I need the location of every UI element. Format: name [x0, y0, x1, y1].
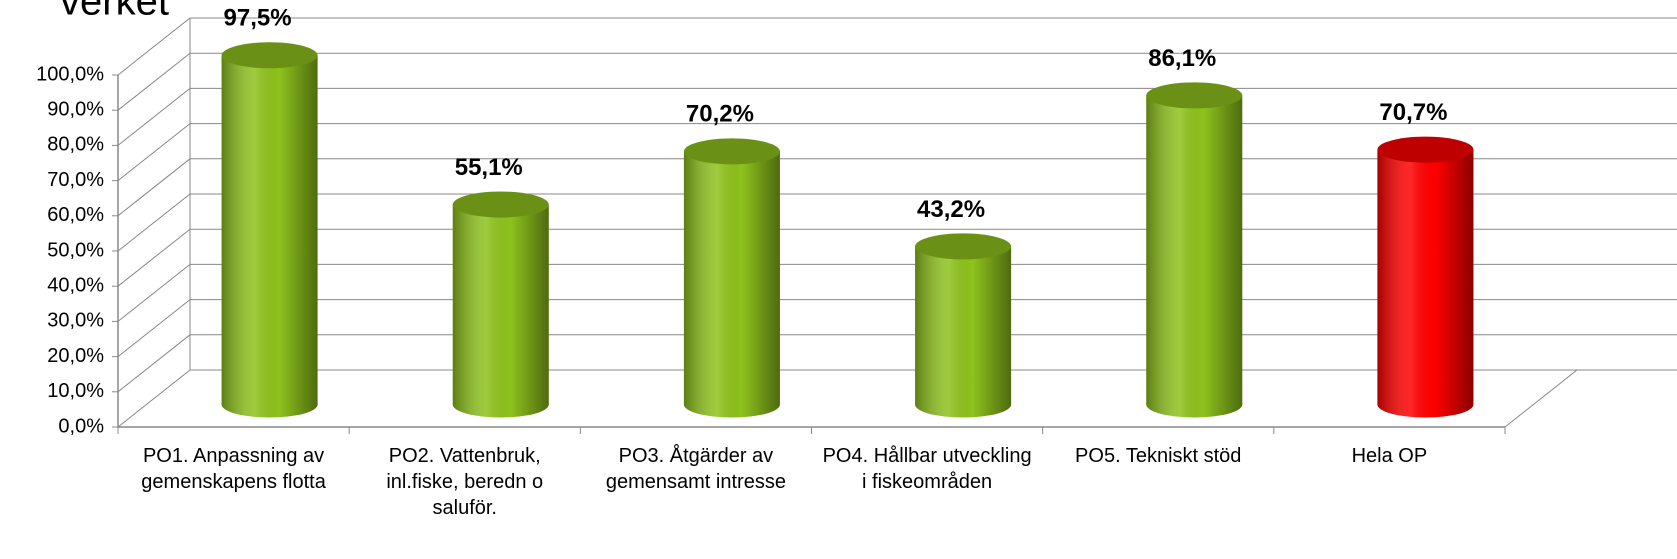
bar-top: [1146, 82, 1243, 109]
bar-body-shade: [915, 246, 1012, 405]
value-label: 86,1%: [1148, 45, 1216, 72]
bar-body-shade: [1377, 149, 1474, 405]
x-tick-label: Hela OP: [1351, 445, 1428, 467]
y-tick-label: 30,0%: [47, 310, 104, 332]
value-label: 97,5%: [224, 5, 292, 32]
bar-top-shade: [452, 191, 549, 218]
value-label: 55,1%: [455, 154, 523, 181]
bar: [452, 191, 549, 418]
bar-body-shade: [221, 55, 318, 405]
grid-line: [117, 52, 1677, 111]
y-tick-label: 50,0%: [47, 239, 104, 261]
y-tick-label: 20,0%: [47, 345, 104, 367]
x-tick-label: PO2. Vattenbruk, inl.fiske, beredn o sal…: [386, 445, 544, 519]
value-label: 43,2%: [917, 196, 985, 223]
bar: [1377, 136, 1474, 418]
y-tick-label: 10,0%: [47, 380, 104, 402]
bar-top-shade: [915, 233, 1012, 260]
bar-top-shade: [1146, 82, 1243, 109]
value-label: 70,7%: [1379, 99, 1447, 126]
x-tick-label: PO5. Tekniskt stöd: [1075, 445, 1242, 467]
floor-edge: [1504, 369, 1578, 428]
y-tick-label: 100,0%: [36, 63, 104, 85]
y-tick-label: 90,0%: [47, 98, 104, 120]
chart-title: verket: [60, 0, 169, 24]
bar-body-shade: [1146, 95, 1243, 405]
y-tick-label: 40,0%: [47, 274, 104, 296]
x-tick-label: PO4. Hållbar utveckling i fiskeområden: [822, 445, 1032, 493]
value-label: 70,2%: [686, 101, 754, 128]
y-tick-label: 80,0%: [47, 134, 104, 156]
y-tick-label: 60,0%: [47, 204, 104, 226]
grid-line: [117, 17, 1677, 76]
bar-top: [221, 42, 318, 69]
bar-body-shade: [683, 151, 780, 405]
y-tick-label: 0,0%: [58, 415, 104, 437]
y-tick-label: 70,0%: [47, 169, 104, 191]
bar-top: [915, 233, 1012, 260]
bar: [221, 42, 318, 418]
bar-top: [1377, 136, 1474, 163]
x-tick-label: PO1. Anpassning av gemenskapens flotta: [141, 445, 326, 493]
bar: [1146, 82, 1243, 418]
bar-top-shade: [683, 138, 780, 165]
bar-body-shade: [452, 204, 549, 405]
x-tick-label: PO3. Åtgärder av gemensamt intresse: [605, 445, 786, 493]
bar: [683, 138, 780, 418]
bar-top: [683, 138, 780, 165]
bar-top-shade: [1377, 136, 1474, 163]
bar-top: [452, 191, 549, 218]
bar: [915, 233, 1012, 418]
bar-top-shade: [221, 42, 318, 69]
